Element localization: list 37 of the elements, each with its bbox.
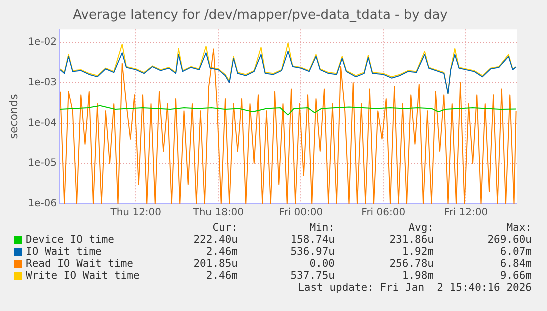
text: 536.97u <box>290 246 335 258</box>
text: 6.84m <box>500 258 532 270</box>
chart-title: Average latency for /dev/mapper/pve-data_tdata - by day <box>73 8 448 24</box>
text: Avg: <box>408 222 434 234</box>
x-tick-label: Fri 12:00 <box>444 208 488 219</box>
text: 201.85u <box>194 258 238 270</box>
text: 2.46m <box>206 246 238 258</box>
legend-label: Device IO time <box>26 234 115 246</box>
text: 6.07m <box>500 246 532 258</box>
text: 222.40u <box>194 234 238 246</box>
y-tick-label: 1e-02 <box>28 37 58 48</box>
text: 9.66m <box>500 270 532 282</box>
y-tick-label: 1e-06 <box>28 198 58 210</box>
y-tick-label: 1e-04 <box>28 118 58 129</box>
text: Min: <box>310 222 335 234</box>
x-tick-label: Thu 18:00 <box>192 208 244 219</box>
text: 537.75u <box>290 270 335 282</box>
legend-label: Write IO Wait time <box>26 270 140 282</box>
y-tick-label: 1e-03 <box>28 78 58 89</box>
text: 256.78u <box>390 258 434 270</box>
text: 1.92m <box>402 246 434 258</box>
x-tick-label: Thu 12:00 <box>110 208 162 219</box>
text: Cur: <box>212 222 238 234</box>
x-tick-label: Fri 06:00 <box>362 208 406 219</box>
legend-label: IO Wait time <box>26 246 102 258</box>
text: Last update: Fri Jan 2 15:40:16 2026 <box>298 282 532 294</box>
x-tick-label: Fri 00:00 <box>279 208 324 219</box>
y-axis-title: seconds <box>7 94 20 140</box>
text: Max: <box>506 222 532 234</box>
text: 1.98m <box>402 270 434 282</box>
text: 269.60u <box>488 234 532 246</box>
legend-label: Read IO Wait time <box>26 258 134 270</box>
y-tick-label: 1e-05 <box>28 158 58 170</box>
text: 0.00 <box>310 258 335 270</box>
text: 158.74u <box>290 234 335 246</box>
text: 231.86u <box>390 234 434 246</box>
text: 2.46m <box>206 270 238 282</box>
